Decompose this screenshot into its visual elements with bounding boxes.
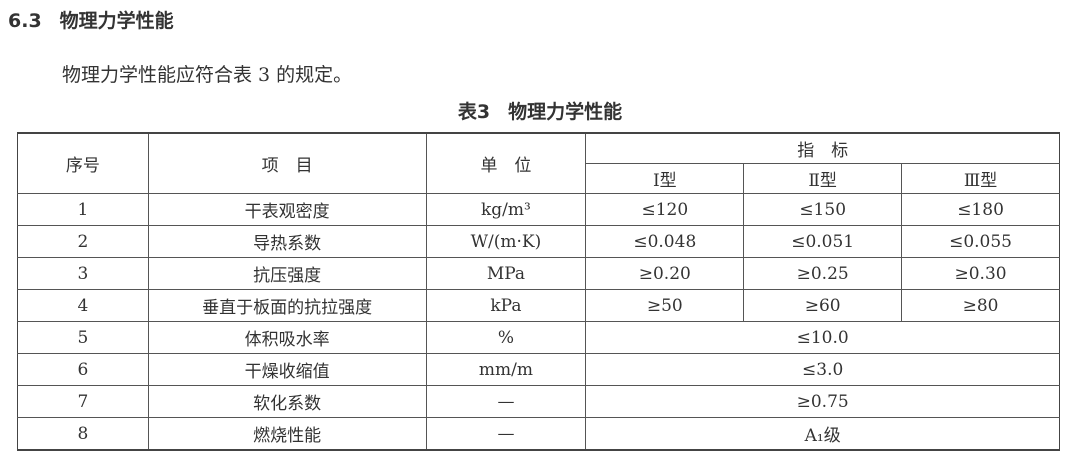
row-value-all: ≤10.0: [585, 321, 1060, 354]
caption-label: 表3: [457, 101, 491, 123]
table-row: 1 干表观密度 kg/m³ ≤120 ≤150 ≤180: [17, 193, 1060, 226]
row-no: 3: [17, 257, 149, 290]
row-value-type-2: ≤150: [743, 193, 903, 226]
row-value-type-3: ≤0.055: [901, 225, 1060, 258]
caption-title: 物理力学性能: [508, 101, 623, 123]
section-heading: 6.3 物理力学性能: [8, 6, 174, 33]
row-value-type-2: ≥60: [743, 289, 903, 322]
row-item: 抗压强度: [147, 257, 427, 290]
table-row: 4 垂直于板面的抗拉强度 kPa ≥50 ≥60 ≥80: [17, 289, 1060, 322]
section-title: 物理力学性能: [59, 10, 174, 32]
header-row: 序号 项 目 单 位 指 标: [17, 132, 1060, 194]
table-row: 5 体积吸水率% ≤10.0: [17, 321, 1060, 354]
row-value-type-1: ≥0.20: [585, 257, 745, 290]
header-item: 项 目: [147, 132, 427, 194]
header-types-row: Ⅰ型 Ⅱ型 Ⅲ型: [18, 163, 1060, 194]
header-type-1: Ⅰ型: [585, 163, 745, 194]
row-value-type-2: ≤0.051: [743, 225, 903, 258]
row-unit: W/(m·K): [425, 225, 587, 258]
row-no: 4: [17, 289, 149, 322]
row-value-type-2: ≥0.25: [743, 257, 903, 290]
paragraph: 物理力学性能应符合表 3 的规定。: [62, 64, 353, 86]
row-unit: —: [425, 385, 587, 418]
row-unit: kPa: [425, 289, 587, 322]
row-unit: MPa: [425, 257, 587, 290]
row-item: 干燥收缩值: [147, 353, 427, 386]
row-no: 6: [17, 353, 149, 386]
row-no: 5: [17, 321, 149, 354]
row-item: 体积吸水率: [147, 321, 427, 354]
row-value-all: ≥0.75: [585, 385, 1060, 418]
row-value-all: A₁级: [585, 417, 1060, 451]
table-row: 2 导热系数 W/(m·K) ≤0.048 ≤0.051 ≤0.055: [17, 225, 1060, 258]
row-unit: —: [425, 417, 587, 451]
row-item: 干表观密度: [147, 193, 427, 226]
row-unit: %: [425, 321, 587, 354]
row-item: 软化系数: [147, 385, 427, 418]
row-unit: kg/m³: [425, 193, 587, 226]
row-item: 燃烧性能: [147, 417, 427, 451]
row-value-type-3: ≥0.30: [901, 257, 1060, 290]
row-value-type-3: ≥80: [901, 289, 1060, 322]
row-unit: mm/m: [425, 353, 587, 386]
row-value-type-1: ≤0.048: [585, 225, 745, 258]
row-no: 2: [17, 225, 149, 258]
header-unit: 单 位: [425, 132, 587, 194]
row-no: 1: [17, 193, 149, 226]
table-row: 8 燃烧性能 — A₁级: [17, 417, 1060, 451]
section-number: 6.3: [8, 10, 42, 32]
table-row: 3 抗压强度 MPa ≥0.20 ≥0.25 ≥0.30: [17, 257, 1060, 290]
row-value-type-1: ≥50: [585, 289, 745, 322]
table-caption: 表3 物理力学性能: [0, 97, 1080, 124]
header-spec: 指 标: [585, 132, 1060, 164]
row-item: 垂直于板面的抗拉强度: [147, 289, 427, 322]
row-value-all: ≤3.0: [585, 353, 1060, 386]
row-value-type-1: ≤120: [585, 193, 745, 226]
row-no: 7: [17, 385, 149, 418]
row-value-type-3: ≤180: [901, 193, 1060, 226]
header-no: 序号: [17, 132, 149, 194]
properties-table: 序号 项 目 单 位 指 标 Ⅰ型 Ⅱ型 Ⅲ型 1 干表观密度 kg/m³ ≤120 ≤…: [17, 132, 1060, 451]
row-item: 导热系数: [147, 225, 427, 258]
header-type-2: Ⅱ型: [743, 163, 903, 194]
row-no: 8: [17, 417, 149, 451]
table-row: 6 干燥收缩值 mm/m ≤3.0: [17, 353, 1060, 386]
table-row: 7 软化系数 — ≥0.75: [17, 385, 1060, 418]
header-type-3: Ⅲ型: [901, 163, 1060, 194]
